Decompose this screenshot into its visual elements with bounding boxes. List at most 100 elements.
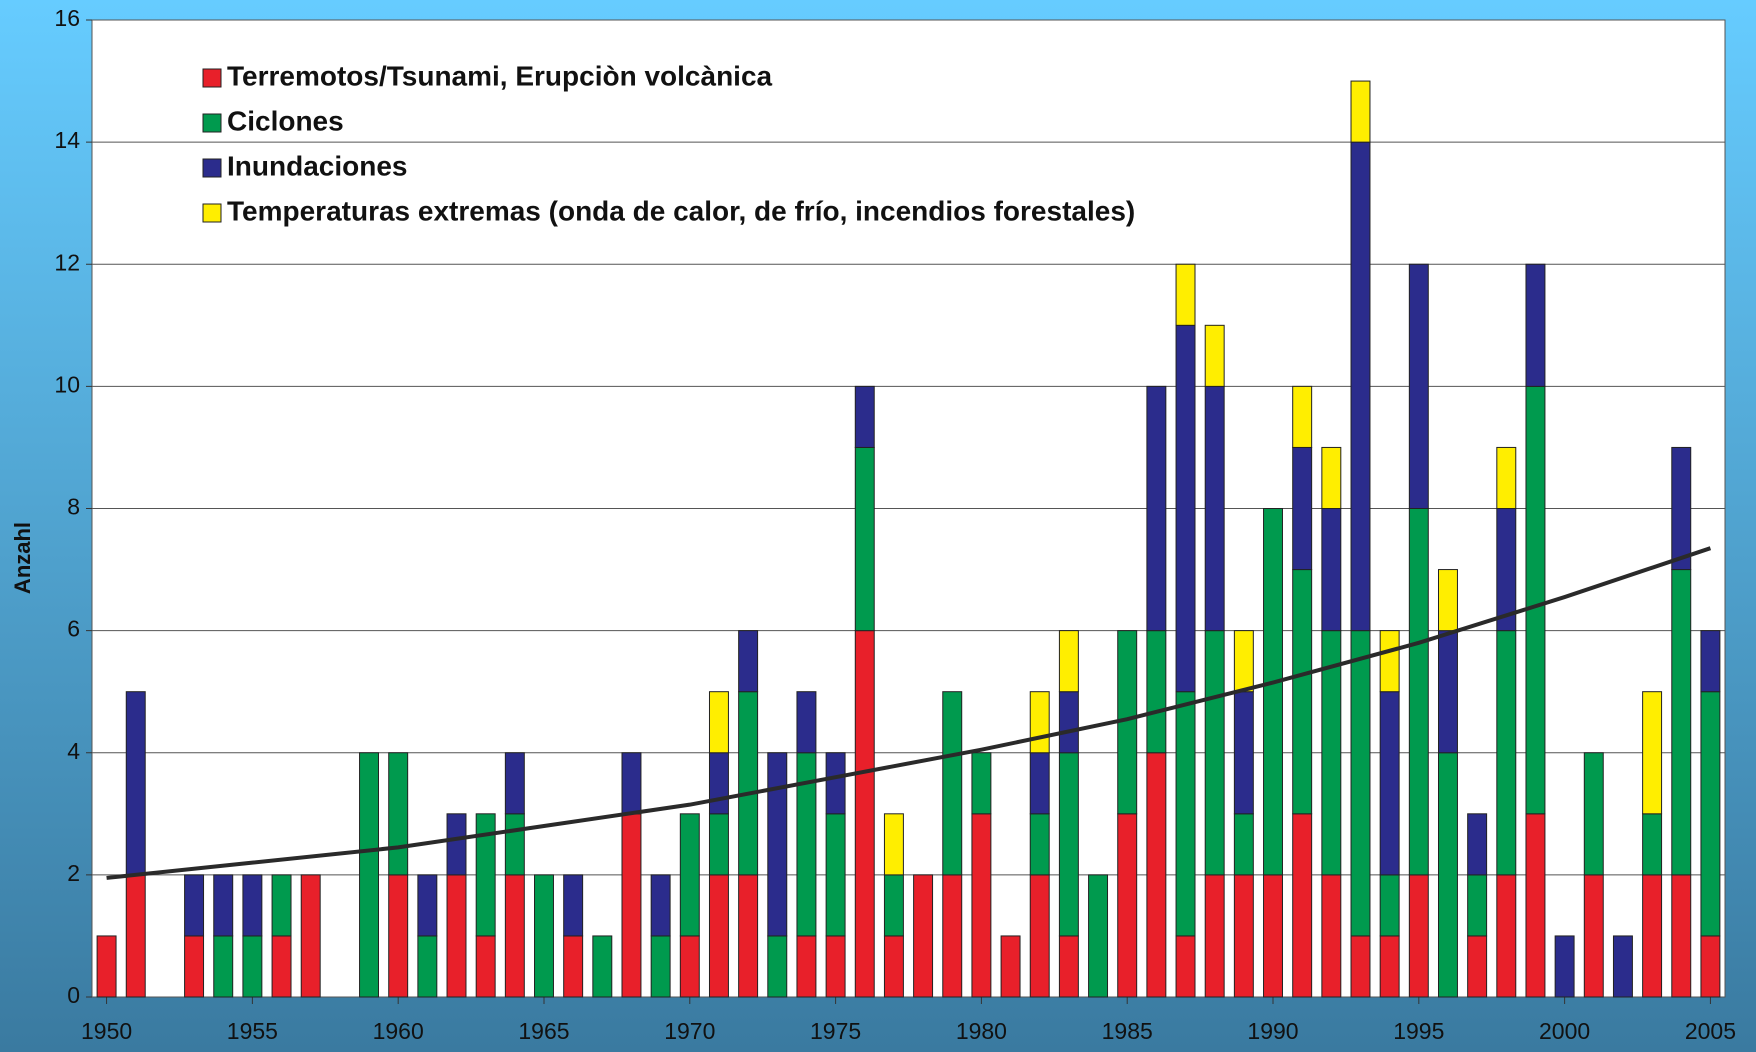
bar-segment <box>1467 935 1488 998</box>
bar-segment <box>213 935 234 998</box>
bar-segment <box>475 813 496 937</box>
bar-segment <box>971 813 992 998</box>
bar-segment <box>1642 813 1663 876</box>
legend-label: Temperaturas extremas (onda de calor, de… <box>227 195 1135 226</box>
bar-segment <box>1612 935 1633 998</box>
bar-segment <box>1437 630 1458 754</box>
bar-segment <box>563 935 584 998</box>
x-tick-label: 1985 <box>1102 1018 1153 1044</box>
x-tick-label: 1970 <box>664 1018 715 1044</box>
x-tick-label: 1965 <box>518 1018 569 1044</box>
bar-segment <box>738 691 759 876</box>
bar-segment <box>767 752 788 937</box>
y-tick-label: 10 <box>54 371 80 397</box>
bar-segment <box>1146 385 1167 632</box>
bar-segment <box>271 935 292 998</box>
bar-segment <box>738 874 759 998</box>
legend-swatch <box>202 203 222 223</box>
bar-segment <box>1525 263 1546 387</box>
bar-segment <box>300 874 321 998</box>
bar-segment <box>913 874 934 998</box>
bar-segment <box>1029 752 1050 815</box>
bar-segment <box>1496 630 1517 876</box>
x-tick-label: 1955 <box>227 1018 278 1044</box>
bar-segment <box>796 935 817 998</box>
bar-segment <box>825 935 846 998</box>
bar-segment <box>825 752 846 815</box>
bar-segment <box>1263 508 1283 876</box>
bar-segment <box>825 813 846 937</box>
legend-swatch <box>202 113 222 133</box>
bar-segment <box>1058 691 1079 754</box>
bar-segment <box>184 935 205 998</box>
bar-segment <box>125 691 146 876</box>
bar-segment <box>1321 508 1342 632</box>
bar-segment <box>1671 446 1692 571</box>
bar-segment <box>1700 630 1721 693</box>
bar-segment <box>1350 80 1371 143</box>
bar-segment <box>388 874 409 998</box>
bar-segment <box>1671 569 1692 876</box>
bar-segment <box>1233 874 1254 998</box>
bar-segment <box>1408 263 1429 509</box>
y-tick-label: 16 <box>54 5 80 31</box>
legend-label: Ciclones <box>227 105 344 136</box>
bar-segment <box>1204 324 1225 387</box>
bar-segment <box>1642 691 1663 815</box>
bar-segment <box>446 813 467 876</box>
bar-segment <box>1379 935 1400 998</box>
x-tick-label: 2005 <box>1685 1018 1736 1044</box>
bar-segment <box>1292 385 1313 448</box>
bar-segment <box>854 446 875 632</box>
bar-segment <box>592 935 613 998</box>
bar-segment <box>1175 324 1196 693</box>
bar-segment <box>1379 630 1400 693</box>
x-tick-label: 1975 <box>810 1018 861 1044</box>
bar-segment <box>708 691 729 754</box>
bar-segment <box>708 874 729 998</box>
bar-segment <box>125 874 146 998</box>
legend-swatch <box>202 68 222 88</box>
x-tick-label: 1990 <box>1247 1018 1298 1044</box>
bar-segment <box>1263 874 1283 998</box>
y-tick-label: 0 <box>67 982 80 1008</box>
bar-segment <box>1233 691 1254 815</box>
bar-segment <box>971 752 992 815</box>
legend-label: Inundaciones <box>227 150 407 181</box>
bar-segment <box>534 874 554 998</box>
bar-segment <box>1642 874 1663 998</box>
bar-segment <box>796 691 817 754</box>
bar-segment <box>767 935 788 998</box>
bar-segment <box>1379 874 1400 937</box>
bar-segment <box>621 813 642 998</box>
bar-segment <box>1292 813 1313 998</box>
bar-segment <box>1292 569 1313 815</box>
bar-segment <box>1175 935 1196 998</box>
legend-label: Terremotos/Tsunami, Erupciòn volcànica <box>227 60 773 91</box>
bar-segment <box>359 752 380 998</box>
bar-segment <box>1525 385 1546 815</box>
bar-segment <box>1408 874 1429 998</box>
bar-segment <box>563 874 584 937</box>
bar-segment <box>1204 630 1225 876</box>
bar-segment <box>1058 752 1079 937</box>
bar-segment <box>1350 935 1371 998</box>
bar-segment <box>1146 752 1167 998</box>
bar-segment <box>1467 874 1488 937</box>
bar-segment <box>242 874 263 937</box>
bar-segment <box>883 874 904 937</box>
bar-segment <box>650 874 671 937</box>
y-tick-label: 6 <box>67 616 80 642</box>
bar-segment <box>1000 935 1021 998</box>
bar-segment <box>1496 874 1517 998</box>
bar-segment <box>1379 691 1400 876</box>
y-tick-label: 4 <box>67 738 80 764</box>
bar-segment <box>242 935 263 998</box>
bar-segment <box>1088 874 1109 998</box>
bar-segment <box>1467 813 1488 876</box>
bar-segment <box>650 935 671 998</box>
bar-segment <box>1525 813 1546 998</box>
bar-segment <box>1029 691 1050 754</box>
bar-segment <box>1204 874 1225 998</box>
